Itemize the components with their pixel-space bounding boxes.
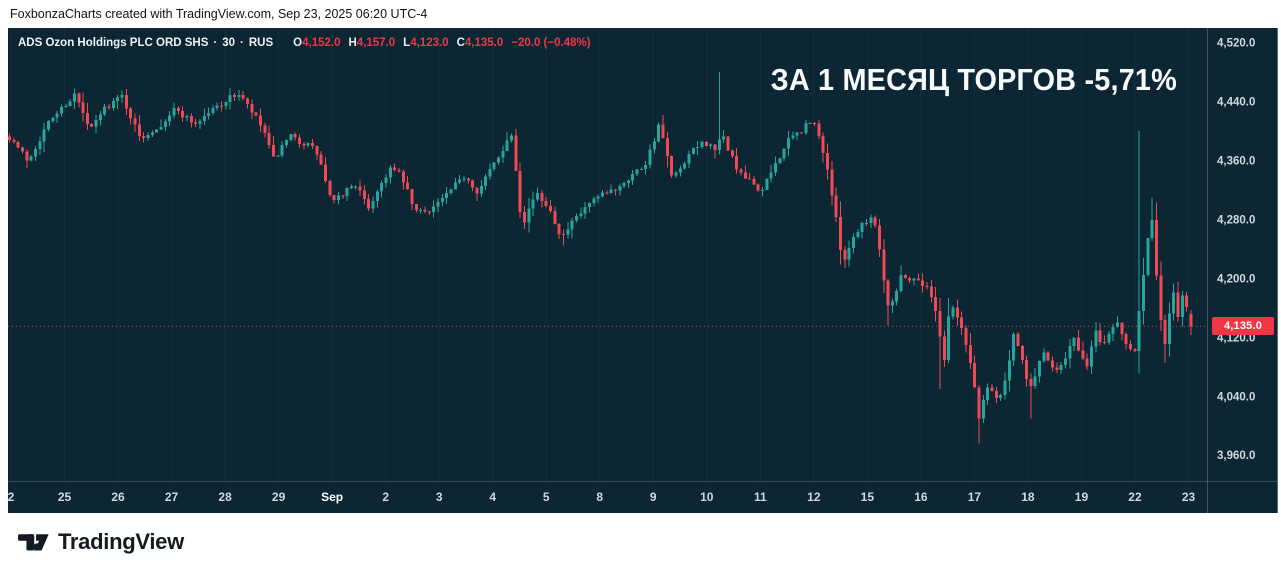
open-value: 4,152.0 [302, 37, 341, 49]
time-axis-label[interactable]: 3 [436, 490, 443, 504]
time-axis-label[interactable]: Sep [321, 490, 343, 504]
price-axis-label[interactable]: 3,960.0 [1217, 450, 1255, 462]
tradingview-logo-icon [18, 533, 49, 550]
ohlc-readout: O 4,152.0 H 4,157.0 L 4,123.0 C 4,135.0 −20.… [285, 37, 590, 49]
price-axis-label[interactable]: 4,440.0 [1217, 97, 1255, 109]
time-axis-label[interactable]: 17 [968, 490, 982, 504]
last-price-tag: 4,135.0 [1212, 317, 1274, 336]
close-value: 4,135.0 [464, 37, 504, 49]
time-axis-label[interactable]: 23 [1182, 490, 1196, 504]
high-label: H [348, 37, 357, 49]
time-axis-label[interactable]: 12 [807, 490, 821, 504]
time-axis-label[interactable]: 15 [861, 490, 875, 504]
low-label: L [403, 37, 411, 49]
open-label: O [293, 37, 303, 49]
symbol-header: ADS Ozon Holdings PLC ORD SHS · 30 · RUS… [18, 35, 591, 51]
overlay-title: ЗА 1 МЕСЯЦ ТОРГОВ -5,71% [770, 62, 1177, 97]
tradingview-logo[interactable]: TradingView [18, 529, 184, 555]
time-axis-label[interactable]: 11 [754, 490, 767, 504]
time-axis-label[interactable]: 4 [489, 490, 496, 504]
price-axis-label[interactable]: 4,040.0 [1217, 391, 1255, 403]
time-axis-label[interactable]: 2 [8, 490, 15, 504]
close-label: C [456, 37, 465, 49]
tradingview-wordmark: TradingView [58, 529, 184, 554]
time-axis-label[interactable]: 18 [1021, 490, 1035, 504]
exchange-code: RUS [248, 37, 274, 49]
time-axis-label[interactable]: 28 [218, 490, 232, 504]
low-value: 4,123.0 [410, 37, 449, 49]
price-axis-label[interactable]: 4,360.0 [1217, 156, 1255, 168]
time-axis-label[interactable]: 5 [543, 490, 550, 504]
time-axis-label[interactable]: 25 [58, 490, 72, 504]
time-axis-label[interactable]: 26 [111, 490, 125, 504]
time-axis-label[interactable]: 2 [382, 490, 389, 504]
symbol-name: ADS Ozon Holdings PLC ORD SHS [18, 37, 209, 49]
interval-value: 30 [222, 37, 236, 49]
price-axis-label[interactable]: 4,520.0 [1217, 38, 1255, 50]
chart-panel[interactable]: 2 25 26 27 28 29 Sep 2 3 4 5 8 9 10 11 12 15 16 17 18 19 22 23… [8, 28, 1278, 514]
high-value: 4,157.0 [356, 37, 396, 49]
time-axis-label[interactable]: 9 [650, 490, 657, 504]
price-axis-label[interactable]: 4,200.0 [1217, 273, 1255, 285]
separator-dot: · [213, 37, 218, 49]
time-axis-label[interactable]: 29 [272, 490, 286, 504]
candles-down [8, 88, 1193, 444]
candles-up [29, 72, 1184, 424]
footer-bar: TradingView [0, 513, 1281, 571]
price-axis-label[interactable]: 4,120.0 [1217, 332, 1255, 344]
time-axis-label[interactable]: 10 [700, 490, 714, 504]
time-axis-label[interactable]: 8 [596, 490, 603, 504]
price-axis-label[interactable]: 4,280.0 [1217, 215, 1255, 227]
time-axis-label[interactable]: 27 [165, 490, 179, 504]
candlestick-plot[interactable]: 2 25 26 27 28 29 Sep 2 3 4 5 8 9 10 11 12 15 16 17 18 19 22 23… [8, 28, 1277, 513]
change-value: −20.0 (−0.48%) [511, 37, 591, 49]
time-axis-label[interactable]: 19 [1075, 490, 1089, 504]
time-axis-label[interactable]: 22 [1128, 490, 1142, 504]
attribution-bar: FoxbonzaCharts created with TradingView.… [0, 0, 1281, 28]
attribution-text: FoxbonzaCharts created with TradingView.… [10, 7, 428, 21]
time-axis-label[interactable]: 16 [914, 490, 928, 504]
separator-dot: · [240, 37, 244, 49]
